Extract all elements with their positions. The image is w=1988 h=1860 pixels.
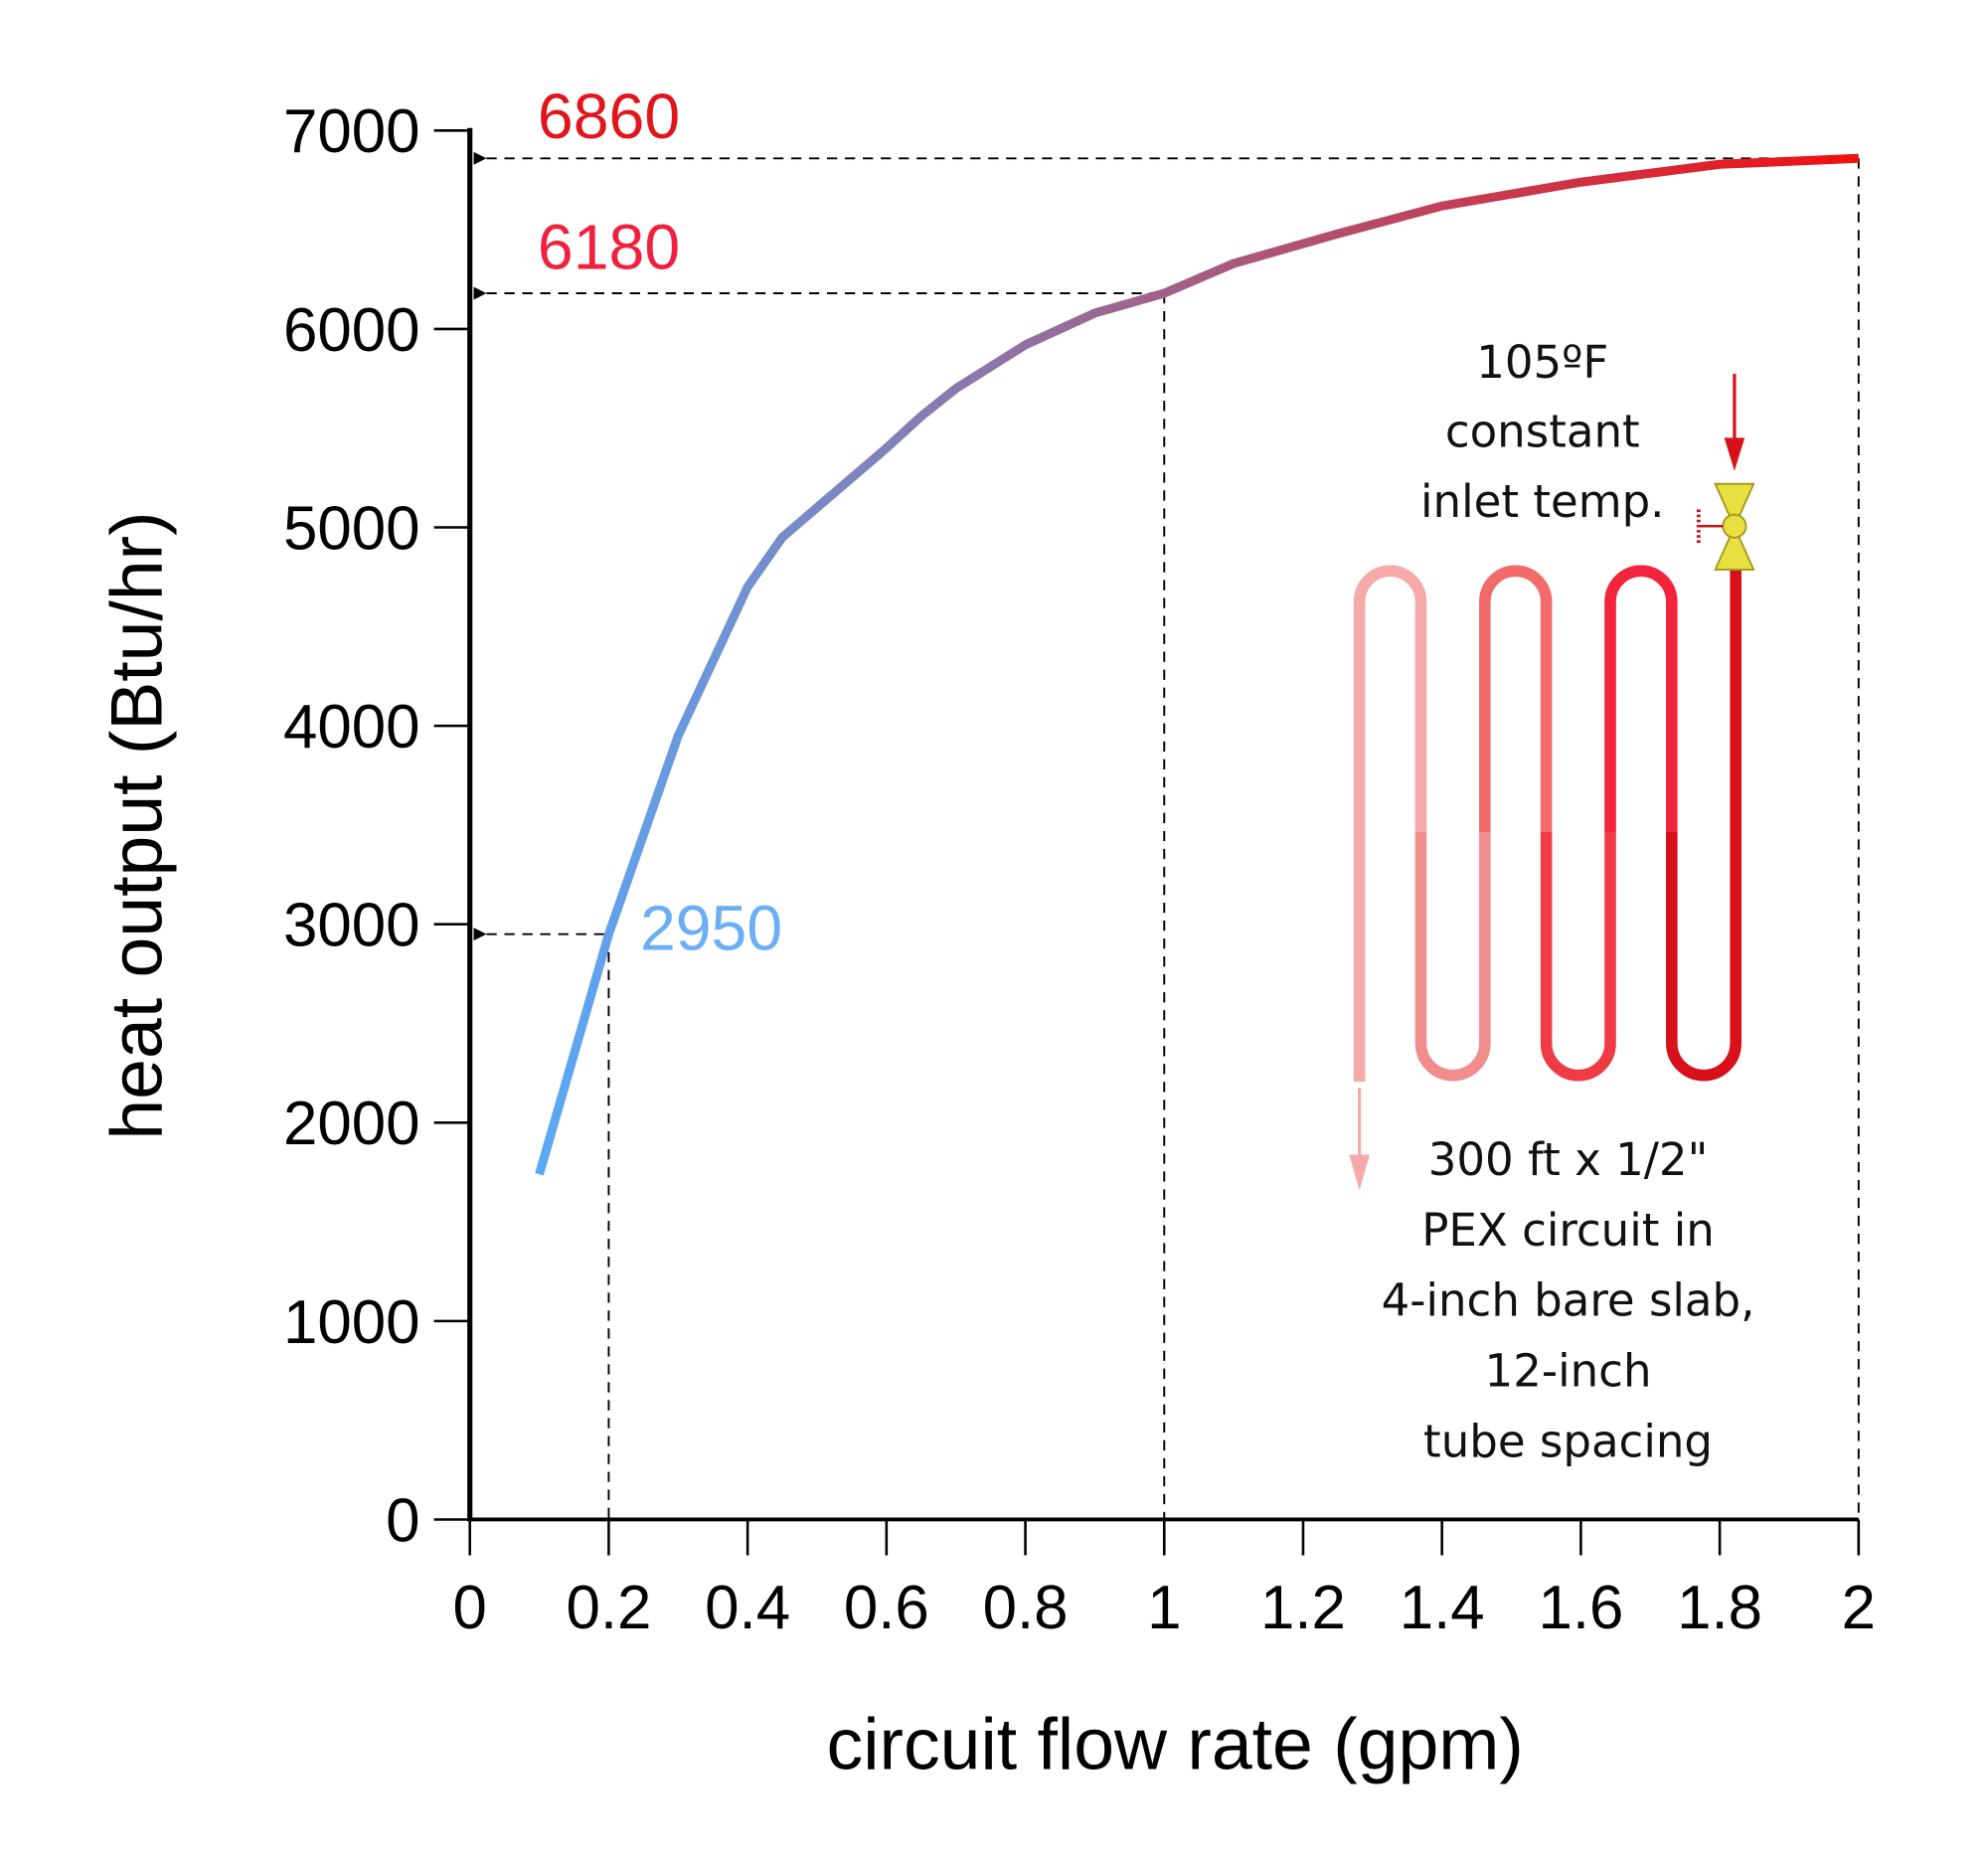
x-tick-label: 1.6: [1538, 1574, 1623, 1642]
circuit-note: 4-inch bare slab,: [1382, 1274, 1755, 1327]
axes: [433, 127, 1861, 1556]
y-tick-label: 4000: [283, 693, 419, 761]
y-tick-label: 6000: [283, 296, 419, 365]
pex-tube: [1604, 565, 1678, 832]
inlet-note: inlet temp.: [1420, 475, 1664, 528]
circuit-note: tube spacing: [1423, 1415, 1713, 1467]
pex-tube: [1666, 570, 1742, 1082]
x-tick-label: 0.4: [705, 1574, 790, 1642]
x-tick-label: 1.8: [1677, 1574, 1762, 1642]
x-tick-label: 0.8: [983, 1574, 1069, 1642]
pex-tube: [1414, 831, 1491, 1082]
line-series: [535, 153, 1860, 1176]
pex-tube: [1353, 565, 1427, 1083]
y-axis-label: heat output (Btu/hr): [95, 511, 177, 1139]
circuit-note: 12-inch: [1485, 1345, 1652, 1398]
inlet-note: 105ºF: [1476, 336, 1608, 389]
circuit-note: PEX circuit in: [1421, 1204, 1715, 1257]
y-tick-label: 2000: [283, 1090, 419, 1158]
valve-knob: [1722, 513, 1747, 539]
y-tick-label: 5000: [283, 494, 419, 563]
y-tick-label: 1000: [283, 1288, 419, 1357]
inlet-note: constant: [1445, 405, 1640, 457]
annotation-label: 2950: [640, 892, 782, 963]
pex-tube: [1540, 831, 1616, 1082]
x-tick-label: 1: [1147, 1574, 1181, 1642]
x-tick-label: 0: [453, 1574, 487, 1642]
x-tick-label: 0.6: [844, 1574, 929, 1642]
circuit-note: 300 ft x 1/2": [1428, 1133, 1709, 1186]
y-tick-label: 3000: [283, 892, 419, 960]
y-tick-label: 0: [386, 1486, 419, 1555]
pex-diagram: [1349, 374, 1755, 1191]
annotation-label: 6860: [538, 81, 680, 152]
outlet-arrow-head: [1349, 1154, 1370, 1191]
pex-tube: [1479, 565, 1553, 832]
x-tick-label: 0.2: [566, 1574, 651, 1642]
x-tick-label: 1.4: [1400, 1574, 1485, 1642]
x-tick-label: 2: [1842, 1574, 1876, 1642]
inlet-arrow-head: [1724, 437, 1745, 471]
x-tick-label: 1.2: [1260, 1574, 1346, 1642]
x-axis-label: circuit flow rate (gpm): [827, 1704, 1524, 1785]
annotation-label: 6180: [538, 211, 680, 282]
y-tick-label: 7000: [283, 97, 419, 166]
